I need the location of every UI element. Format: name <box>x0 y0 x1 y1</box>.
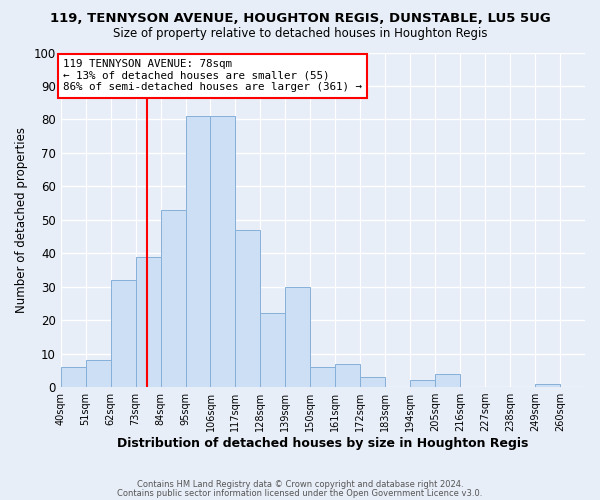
Bar <box>335 364 360 387</box>
Bar <box>86 360 110 387</box>
Bar <box>161 210 185 387</box>
Bar <box>360 377 385 387</box>
Bar <box>435 374 460 387</box>
Text: 119 TENNYSON AVENUE: 78sqm
← 13% of detached houses are smaller (55)
86% of semi: 119 TENNYSON AVENUE: 78sqm ← 13% of deta… <box>63 59 362 92</box>
Bar <box>136 256 161 387</box>
Bar <box>260 314 286 387</box>
Bar <box>310 367 335 387</box>
Bar <box>235 230 260 387</box>
Y-axis label: Number of detached properties: Number of detached properties <box>15 127 28 313</box>
Text: Contains public sector information licensed under the Open Government Licence v3: Contains public sector information licen… <box>118 489 482 498</box>
Text: Contains HM Land Registry data © Crown copyright and database right 2024.: Contains HM Land Registry data © Crown c… <box>137 480 463 489</box>
X-axis label: Distribution of detached houses by size in Houghton Regis: Distribution of detached houses by size … <box>117 437 529 450</box>
Text: 119, TENNYSON AVENUE, HOUGHTON REGIS, DUNSTABLE, LU5 5UG: 119, TENNYSON AVENUE, HOUGHTON REGIS, DU… <box>50 12 550 26</box>
Bar <box>410 380 435 387</box>
Bar <box>535 384 560 387</box>
Bar <box>185 116 211 387</box>
Bar <box>211 116 235 387</box>
Bar <box>110 280 136 387</box>
Bar <box>286 286 310 387</box>
Bar <box>61 367 86 387</box>
Text: Size of property relative to detached houses in Houghton Regis: Size of property relative to detached ho… <box>113 28 487 40</box>
